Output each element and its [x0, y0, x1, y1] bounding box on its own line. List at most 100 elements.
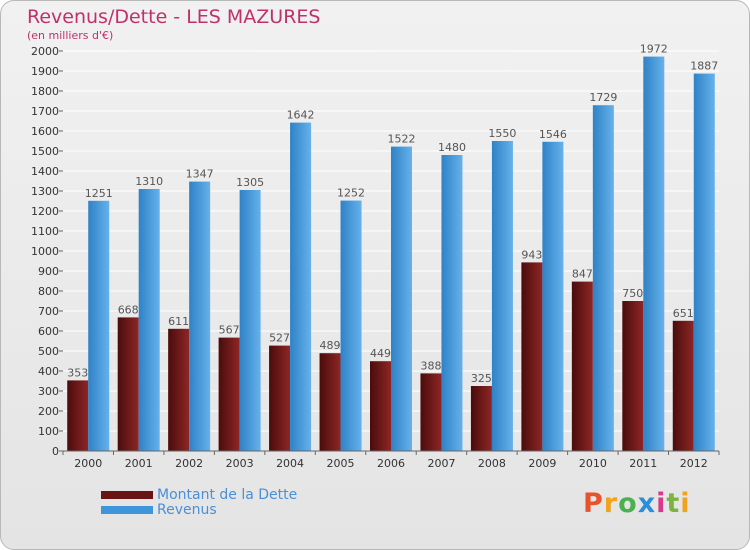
x-tick-label: 2006 [377, 457, 405, 470]
value-label: 1546 [539, 128, 567, 141]
y-tick-label: 1600 [31, 125, 59, 138]
bar-dette [117, 317, 139, 451]
y-tick-label: 100 [38, 425, 59, 438]
value-label: 449 [370, 347, 391, 360]
value-label: 489 [320, 339, 341, 352]
x-tick-label: 2003 [226, 457, 254, 470]
bar-dette [218, 337, 240, 451]
logo-letter: x [637, 488, 657, 519]
value-label: 1347 [186, 168, 214, 181]
y-tick-label: 300 [38, 385, 59, 398]
y-tick-label: 1100 [31, 225, 59, 238]
chart-subtitle: (en milliers d'€) [27, 29, 114, 42]
y-axis-ticks: 0 100 200 300 400 500 600 700 800 900 1000 1100 1200… [31, 45, 63, 458]
value-label: 750 [622, 287, 643, 300]
x-tick-label: 2009 [528, 457, 556, 470]
y-tick-label: 200 [38, 405, 59, 418]
logo-letter: P [583, 488, 604, 519]
value-label: 1252 [337, 187, 365, 200]
logo-letter: t [666, 488, 681, 519]
proxiti-logo: Proxiti [583, 488, 691, 519]
y-tick-label: 400 [38, 365, 59, 378]
value-label: 611 [168, 315, 189, 328]
y-tick-label: 900 [38, 265, 59, 278]
bar-revenus [189, 181, 211, 451]
bar-revenus [693, 73, 715, 451]
bar-revenus [88, 200, 110, 451]
value-label: 1642 [287, 109, 315, 122]
bar-revenus [441, 155, 463, 451]
x-tick-label: 2000 [74, 457, 102, 470]
y-tick-label: 800 [38, 285, 59, 298]
bar-dette [269, 345, 291, 451]
bar-dette [672, 320, 694, 451]
value-label: 943 [521, 248, 542, 261]
y-tick-label: 1200 [31, 205, 59, 218]
x-tick-label: 2008 [478, 457, 506, 470]
logo-letter: r [603, 488, 619, 519]
value-label: 567 [219, 324, 240, 337]
value-label: 651 [673, 307, 694, 320]
value-label: 847 [572, 268, 593, 281]
value-label: 388 [420, 359, 441, 372]
x-tick-label: 2001 [125, 457, 153, 470]
y-tick-label: 600 [38, 325, 59, 338]
bar-revenus [542, 141, 564, 452]
legend-label-revenus: Revenus [157, 501, 217, 518]
bar-revenus [239, 190, 261, 451]
value-label: 1305 [236, 176, 264, 189]
bar-dette [622, 301, 644, 451]
bar-revenus [340, 200, 362, 451]
value-label: 353 [67, 366, 88, 379]
x-tick-label: 2007 [427, 457, 455, 470]
bar-revenus [391, 146, 412, 451]
value-label: 1550 [488, 127, 516, 140]
y-tick-label: 1900 [31, 65, 59, 78]
value-label: 1972 [640, 43, 668, 56]
y-tick-label: 1500 [31, 145, 59, 158]
chart-title: Revenus/Dette - LES MAZURES [27, 6, 321, 28]
bar-revenus [592, 105, 614, 451]
value-label: 527 [269, 332, 290, 345]
legend-item-revenus: Revenus [101, 501, 297, 518]
bar-revenus [290, 122, 312, 451]
x-tick-label: 2011 [629, 457, 657, 470]
y-tick-label: 700 [38, 305, 59, 318]
x-tick-label: 2004 [276, 457, 304, 470]
value-label: 1251 [85, 187, 113, 200]
value-labels: 353 1251 668 1310 611 1347 567 1305 527 1642 489 12… [67, 43, 718, 385]
bar-dette [168, 328, 190, 451]
bar-revenus [643, 56, 665, 451]
x-axis-ticks: 2000 2001 2002 2003 2004 2005 2006 2007 2008 2009… [62, 451, 720, 470]
bar-revenus [138, 189, 160, 451]
y-tick-label: 1700 [31, 105, 59, 118]
value-label: 1729 [589, 91, 617, 104]
bar-dette [319, 353, 341, 451]
y-tick-label: 0 [52, 445, 59, 458]
legend-item-dette: Montant de la Dette [101, 487, 297, 503]
value-label: 1522 [388, 133, 416, 146]
legend-swatch-revenus [101, 505, 153, 514]
bar-dette [571, 281, 593, 451]
y-tick-label: 1800 [31, 85, 59, 98]
bar-dette [370, 361, 391, 451]
value-label: 325 [471, 372, 492, 385]
legend-swatch-dette [101, 490, 153, 499]
bar-dette [420, 373, 442, 451]
logo-letter: i [656, 488, 667, 519]
y-tick-label: 1000 [31, 245, 59, 258]
x-tick-label: 2010 [579, 457, 607, 470]
x-tick-label: 2005 [327, 457, 355, 470]
x-tick-label: 2012 [680, 457, 708, 470]
logo-letter: o [618, 488, 638, 519]
bars [67, 56, 715, 452]
bar-dette [67, 380, 89, 451]
value-label: 668 [118, 303, 139, 316]
bar-dette [470, 386, 492, 451]
bar-revenus [491, 141, 513, 451]
y-tick-label: 500 [38, 345, 59, 358]
value-label: 1887 [690, 60, 718, 73]
bar-dette [521, 262, 543, 451]
